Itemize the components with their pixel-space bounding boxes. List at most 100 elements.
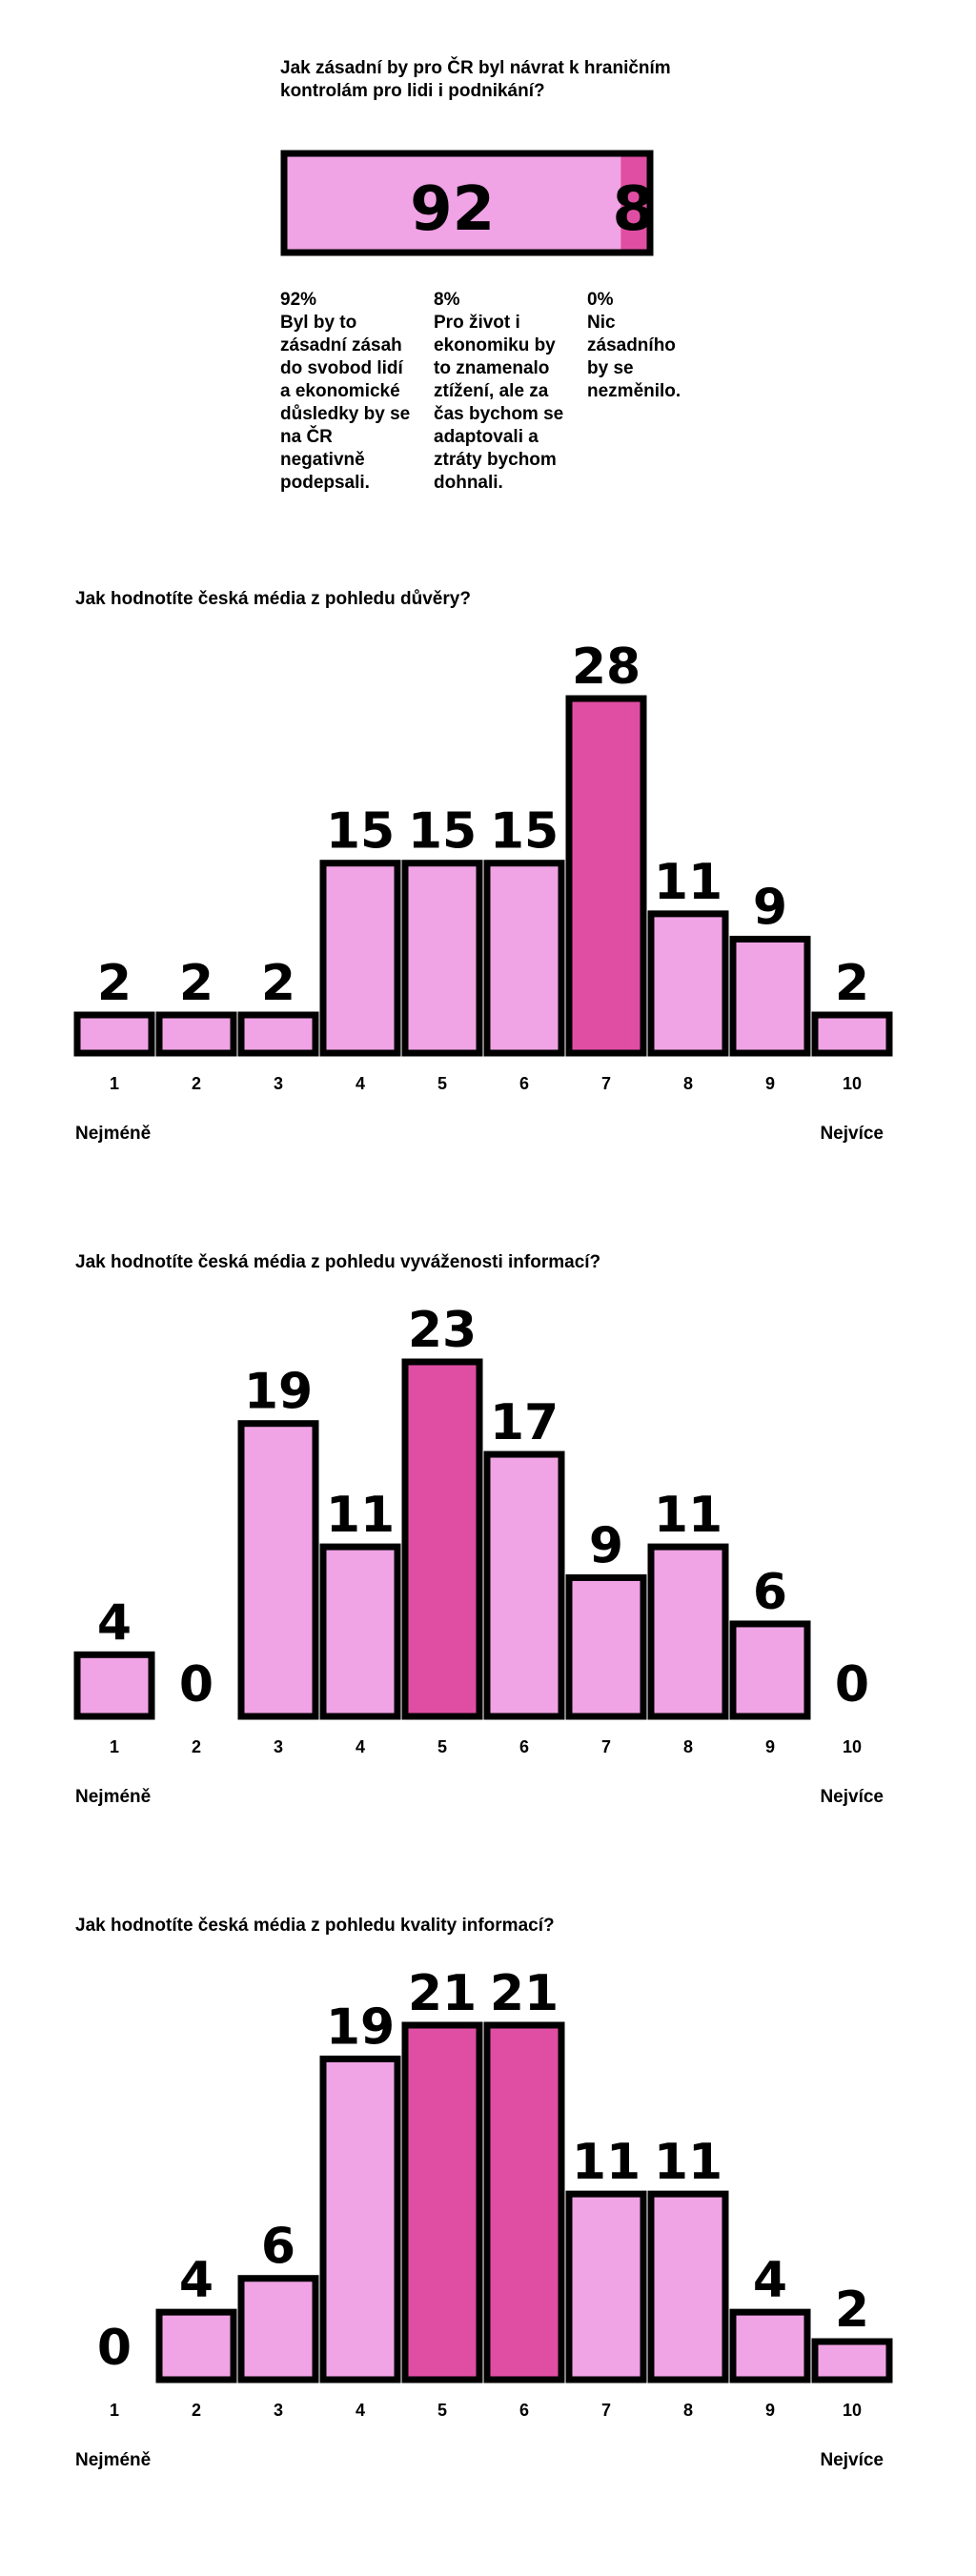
option-2-percent: 8% [434,290,460,310]
balance-low-label: Nejméně [75,1787,151,1807]
balance-value-8: 11 [654,1487,722,1544]
option-3: 0% Nic zásadního by se nezměnilo. [587,289,702,403]
balance-value-9: 6 [753,1564,787,1621]
option-1-text: Byl by to zásadní zásah do svobod lidí a… [280,313,411,493]
quality-bar-4 [319,2055,401,2383]
quality-value-3: 6 [261,2219,295,2276]
balance-bar-8 [647,1543,729,1720]
option-2-text: Pro život i ekonomiku by to znamenalo zt… [434,313,564,493]
balance-value-10: 0 [835,1656,869,1714]
stack-segment-2 [620,153,650,253]
quality-tick-6: 6 [519,2401,529,2420]
quality-bar-8 [647,2190,729,2383]
border-control-question: Jak zásadní by pro ČR byl návrat k hrani… [280,58,671,101]
quality-value-4: 19 [326,1998,395,2056]
balance-value-5: 23 [408,1302,477,1359]
balance-tick-6: 6 [519,1737,529,1756]
trust-bar-10 [811,1011,893,1057]
quality-bar-2 [155,2308,237,2383]
trust-low-label: Nejméně [75,1124,151,1144]
stack-value-1: 92 [410,174,495,245]
trust-value-3: 2 [261,955,295,1012]
balance-tick-3: 3 [274,1737,283,1756]
balance-value-1: 4 [97,1594,132,1652]
trust-bar-5 [401,860,483,1057]
trust-bar-4 [319,860,401,1057]
trust-bar-8 [647,910,729,1057]
quality-value-8: 11 [654,2134,722,2191]
balance-bar-6 [483,1450,565,1720]
trust-bar-2 [155,1011,237,1057]
quality-bar-5 [401,2021,483,2383]
trust-bar-6 [483,860,565,1057]
trust-value-6: 15 [490,803,559,861]
balance-value-7: 9 [589,1517,623,1574]
quality-value-2: 4 [179,2252,214,2309]
balance-value-6: 17 [490,1394,559,1451]
quality-bar-10 [811,2338,893,2383]
quality-tick-8: 8 [683,2401,693,2420]
balance-bar-5 [401,1358,483,1720]
quality-tick-4: 4 [356,2401,365,2420]
trust-tick-6: 6 [519,1074,529,1093]
quality-tick-5: 5 [437,2401,447,2420]
trust-tick-4: 4 [356,1074,365,1093]
trust-value-5: 15 [408,803,477,861]
trust-value-8: 11 [654,854,722,911]
trust-bar-1 [73,1011,155,1057]
balance-high-label: Nejvíce [820,1787,884,1807]
trust-value-7: 28 [572,639,640,696]
quality-tick-9: 9 [765,2401,775,2420]
balance-tick-2: 2 [192,1737,201,1756]
quality-bar-6 [483,2021,565,2383]
trust-tick-9: 9 [765,1074,775,1093]
balance-bar-9 [729,1620,811,1720]
quality-tick-1: 1 [110,2401,119,2420]
quality-value-1: 0 [97,2320,132,2377]
trust-bar-7 [565,695,647,1057]
quality-bar-7 [565,2190,647,2383]
quality-bar-9 [729,2308,811,2383]
quality-tick-2: 2 [192,2401,201,2420]
trust-value-4: 15 [326,803,395,861]
trust-value-1: 2 [97,955,132,1012]
balance-value-3: 19 [244,1364,313,1421]
balance-bar-3 [237,1420,319,1720]
quality-bar-3 [237,2275,319,2383]
trust-tick-7: 7 [601,1074,611,1093]
balance-value-2: 0 [179,1656,214,1714]
balance-tick-10: 10 [843,1737,862,1756]
balance-tick-7: 7 [601,1737,611,1756]
stack-segment-1 [284,153,621,253]
trust-high-label: Nejvíce [820,1124,884,1144]
quality-tick-10: 10 [843,2401,862,2420]
balance-value-4: 11 [326,1487,395,1544]
balance-bar-4 [319,1543,401,1720]
quality-value-6: 21 [490,1965,559,2022]
balance-tick-4: 4 [356,1737,365,1756]
balance-tick-5: 5 [437,1737,447,1756]
balance-tick-9: 9 [765,1737,775,1756]
stack-outline [280,150,654,256]
trust-tick-2: 2 [192,1074,201,1093]
trust-value-2: 2 [179,955,214,1012]
quality-low-label: Nejméně [75,2450,151,2470]
quality-tick-7: 7 [601,2401,611,2420]
trust-tick-1: 1 [110,1074,119,1093]
balance-bar-1 [73,1651,155,1720]
option-3-percent: 0% [587,290,614,310]
quality-value-10: 2 [835,2282,869,2339]
stack-value-2: 8 [612,174,655,245]
option-2: 8% Pro život i ekonomiku by to znamenalo… [434,289,567,495]
option-1-percent: 92% [280,290,317,310]
balance-tick-1: 1 [110,1737,119,1756]
quality-value-5: 21 [408,1965,477,2022]
border-control-stacked-bar: 92 8 [280,150,655,256]
trust-value-9: 9 [753,879,787,936]
trust-tick-3: 3 [274,1074,283,1093]
quality-high-label: Nejvíce [820,2450,884,2470]
quality-question: Jak hodnotíte česká média z pohledu kval… [75,1916,555,1936]
